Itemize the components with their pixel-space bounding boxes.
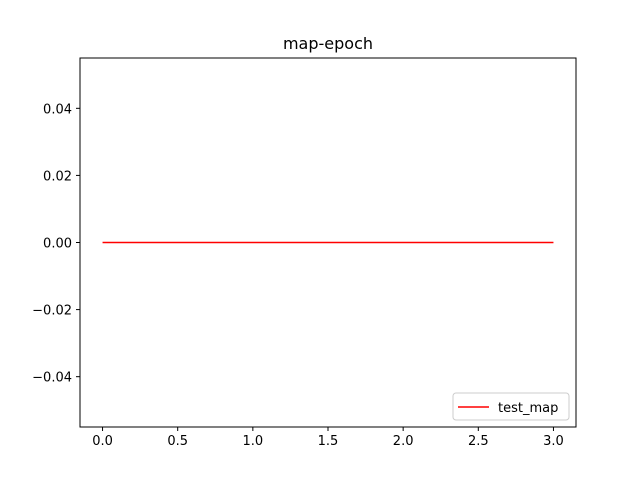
legend: test_map (452, 392, 570, 421)
legend-label-test-map: test_map (498, 401, 558, 416)
x-axis: 0.0 0.5 1.0 1.5 2.0 2.5 3.0 (92, 427, 564, 449)
x-tick-label: 0.0 (92, 434, 113, 449)
x-tick-label: 2.5 (468, 434, 489, 449)
y-tick-label: 0.04 (43, 102, 72, 117)
y-tick-label: 0.02 (43, 169, 72, 184)
legend-box (452, 392, 570, 421)
x-tick-label: 0.5 (167, 434, 188, 449)
y-axis: 0.04 0.02 0.00 −0.02 −0.04 (32, 102, 80, 386)
x-tick-label: 1.5 (318, 434, 339, 449)
y-tick-label: −0.04 (32, 371, 72, 386)
chart-title: map-epoch (283, 34, 373, 53)
x-tick-label: 3.0 (543, 434, 564, 449)
x-tick-label: 2.0 (393, 434, 414, 449)
y-tick-label: 0.00 (43, 237, 72, 252)
x-tick-label: 1.0 (243, 434, 264, 449)
y-tick-label: −0.02 (32, 304, 72, 319)
